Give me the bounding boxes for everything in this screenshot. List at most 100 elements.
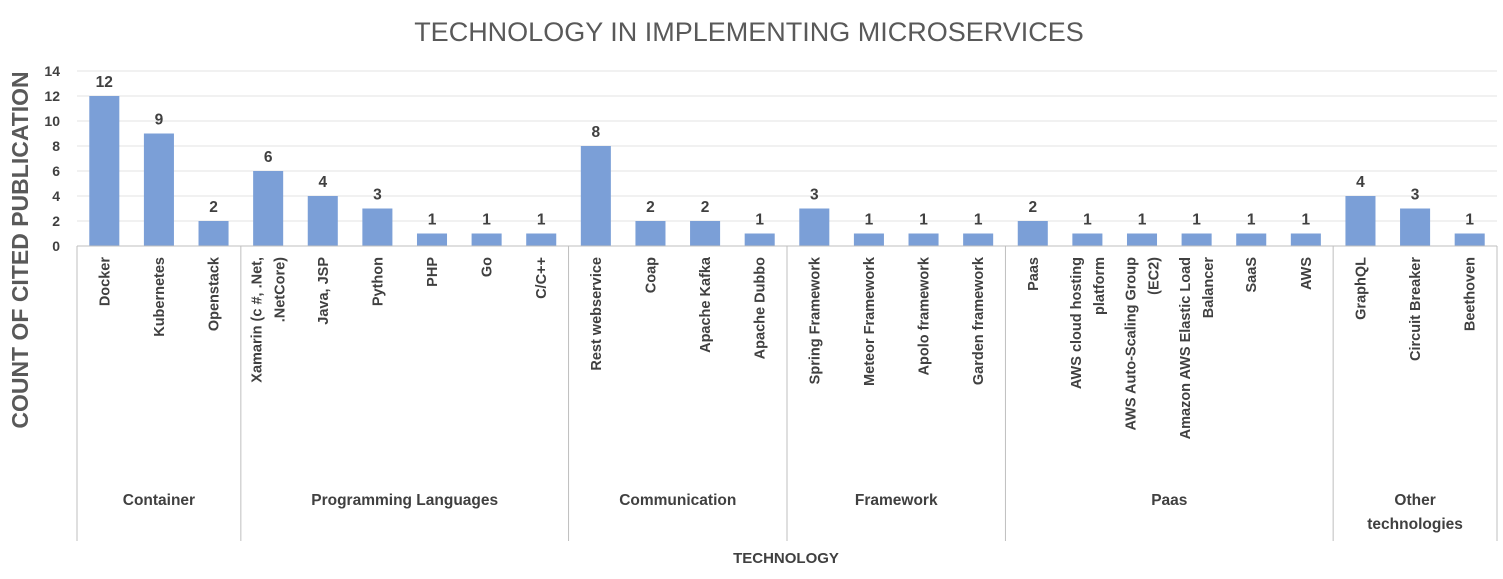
bar [580,146,611,246]
category-label: PHP [425,257,441,287]
group-label-line: Paas [1151,492,1187,509]
category-label: Python [370,257,386,306]
category-label-line: C/C++ [534,257,550,299]
category-label-line: Amazon AWS Elastic Load [1178,257,1194,439]
category-label-line: Garden framework [971,256,987,385]
category-label-line: .NetCore) [273,257,289,322]
group-label: Paas [1151,492,1187,509]
category-label: C/C++ [534,257,550,299]
category-label-line: Balancer [1201,257,1217,319]
bar [690,221,721,246]
data-label: 12 [96,74,113,91]
category-label: Docker [97,257,113,307]
category-axis [76,245,1498,541]
bar [853,233,884,246]
bar [799,208,830,246]
category-label-line: PHP [425,257,441,287]
bar [143,133,174,246]
bar [1126,233,1158,246]
data-label: 3 [810,187,819,204]
category-label: Go [480,257,496,277]
data-label: 2 [1028,199,1037,216]
x-axis-label: TECHNOLOGY [733,550,839,567]
category-label-line: Circuit Breaker [1408,257,1424,361]
group-label: Framework [855,492,938,509]
y-tick-label: 10 [44,113,60,129]
bar [1400,208,1431,246]
y-tick-label: 4 [52,188,60,204]
category-label: Amazon AWS Elastic Load Balancer [1178,257,1217,440]
bar [1454,233,1485,246]
data-label: 1 [1465,212,1474,229]
data-label: 3 [1411,187,1420,204]
data-label: 8 [592,124,601,141]
category-label: Spring Framework [807,256,823,384]
category-label-line: Meteor Framework [862,256,878,386]
gridlines [77,70,1497,222]
category-label: Apache Kafka [698,256,714,353]
category-label-line: Spring Framework [807,256,823,384]
bar [526,233,557,246]
bar [1017,221,1048,246]
group-label-line: technologies [1367,516,1463,533]
category-label-line: Paas [1026,257,1042,291]
bar [362,208,393,246]
bar [1236,233,1267,246]
data-label: 1 [1302,212,1311,229]
category-label: Meteor Framework [862,256,878,386]
data-label: 1 [1192,212,1201,229]
y-tick-label: 2 [52,213,60,229]
category-label-line: AWS [1299,257,1315,290]
y-tick-label: 12 [44,88,60,104]
group-labels: Container Programming Languages Communicat… [123,492,1463,533]
group-label: Other technologies [1367,492,1463,533]
category-label: AWS cloud hosting platform [1069,257,1108,389]
category-label: Xamarin (c #, .Net, .NetCore) [250,257,289,383]
data-label: 1 [755,212,764,229]
bar [1072,233,1103,246]
category-label-line: Openstack [207,256,223,331]
category-label-line: Coap [643,257,659,293]
data-label: 4 [318,174,327,191]
y-tick-label: 6 [52,163,60,179]
data-label: 4 [1356,174,1365,191]
bars [89,96,1485,246]
data-label: 1 [1247,212,1256,229]
category-label-line: Go [480,257,496,277]
category-label: Beethoven [1463,257,1479,331]
bar [744,233,775,246]
data-label: 2 [209,199,218,216]
y-tick-label: 0 [52,238,60,254]
bar [1290,233,1321,246]
data-label: 1 [919,212,928,229]
category-label: AWS Auto-Scaling Group (EC2) [1124,257,1163,431]
chart-title: TECHNOLOGY IN IMPLEMENTING MICROSERVICES [414,17,1084,47]
category-label: Kubernetes [152,257,168,337]
category-label-line: Rest webservice [589,257,605,371]
category-label-line: platform [1092,257,1108,315]
category-label: Java, JSP [316,257,332,325]
data-label: 1 [865,212,874,229]
category-label-line: Kubernetes [152,257,168,337]
data-label: 2 [701,199,710,216]
bar [635,221,666,246]
data-label: 1 [974,212,983,229]
category-label: Coap [643,257,659,293]
bar [198,221,229,246]
category-label-line: Apolo framework [917,256,933,375]
category-label: Rest webservice [589,257,605,371]
category-label-line: Beethoven [1463,257,1479,331]
category-label-line: AWS cloud hosting [1069,257,1085,389]
data-label: 9 [155,112,164,129]
bar [908,233,939,246]
category-label-line: Java, JSP [316,257,332,325]
category-label: Apache Dubbo [753,257,769,359]
group-label-line: Communication [619,492,736,509]
group-label: Container [123,492,195,509]
category-label: Openstack [207,256,223,331]
category-label-line: (EC2) [1147,257,1163,295]
data-label: 1 [1083,212,1092,229]
data-label: 1 [428,212,437,229]
